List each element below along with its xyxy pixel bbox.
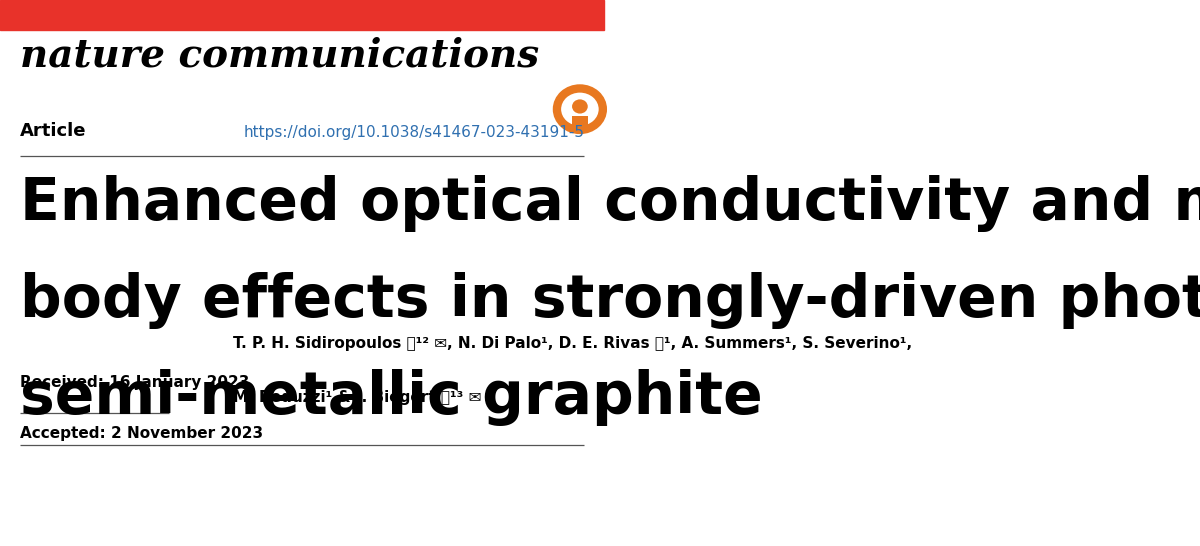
Bar (0, 0, 604, 30)
Text: T. P. H. Sidiropoulos ⓘ¹² ✉, N. Di Palo¹, D. E. Rivas ⓘ¹, A. Summers¹, S. Severi: T. P. H. Sidiropoulos ⓘ¹² ✉, N. Di Palo¹… (233, 336, 912, 351)
Text: Accepted: 2 November 2023: Accepted: 2 November 2023 (20, 426, 263, 441)
Circle shape (572, 99, 588, 114)
Text: nature communications: nature communications (20, 37, 539, 75)
Bar (572, 116, 588, 130)
Text: Article: Article (20, 122, 86, 140)
Text: body effects in strongly-driven photo-excited: body effects in strongly-driven photo-ex… (20, 272, 1200, 329)
Text: Enhanced optical conductivity and many-: Enhanced optical conductivity and many- (20, 175, 1200, 232)
Text: M. Reduzzi¹ & J. Biegert ⓘ¹³ ✉: M. Reduzzi¹ & J. Biegert ⓘ¹³ ✉ (233, 390, 481, 405)
Text: https://doi.org/10.1038/s41467-023-43191-5: https://doi.org/10.1038/s41467-023-43191… (244, 126, 584, 140)
Text: Received: 16 January 2023: Received: 16 January 2023 (20, 375, 250, 390)
Text: semi-metallic graphite: semi-metallic graphite (20, 369, 763, 426)
